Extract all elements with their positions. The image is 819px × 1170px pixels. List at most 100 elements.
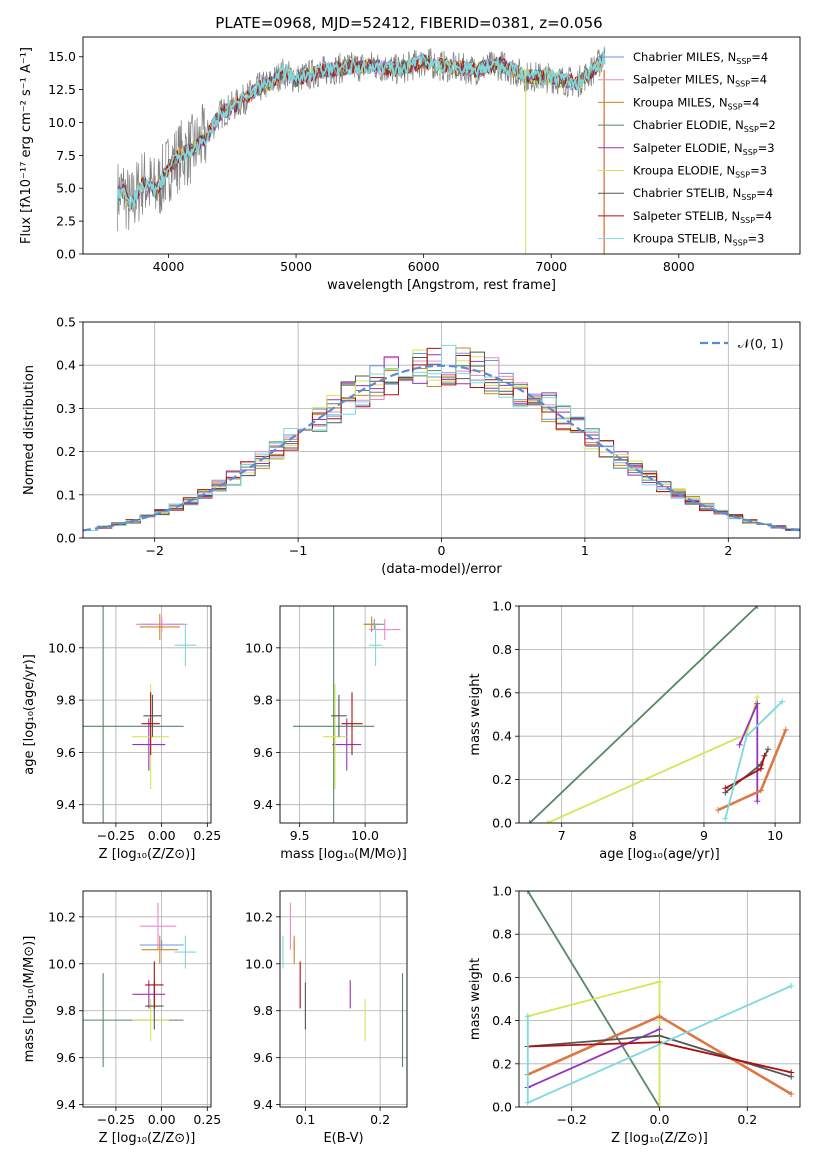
y-tick-label: 9.8 [253,1003,273,1018]
y-tick-label: 9.6 [253,1050,273,1065]
legend-subscript: SSP [736,57,751,66]
weight-marker [754,606,761,609]
x-tick-label: −2 [145,543,163,558]
x-tick-label: 5000 [280,259,312,274]
legend-value: =4 [750,73,767,87]
y-tick-label: 9.4 [56,797,76,812]
y-tick-label: 10.0 [245,640,273,655]
legend-subscript: SSP [740,216,755,225]
y-tick-label: 0.8 [492,927,512,942]
weight-marker [764,746,771,753]
errorbar-point [143,694,162,737]
y-tick-label: 10.0 [48,956,76,971]
model-spectrum-line [117,52,606,212]
y-tick-label: 1.0 [492,884,512,899]
legend-value: =3 [748,232,765,246]
y-tick-label: 9.8 [253,693,273,708]
plot-area [519,606,800,823]
weight-marker [757,765,764,772]
x-axis-label: Z [log₁₀(Z/Z⊙)] [99,1131,196,1146]
x-tick-label: −0.25 [97,828,135,843]
x-tick-label: 1 [581,543,589,558]
errorbar-point [132,999,169,1042]
y-tick-label: 2.5 [56,214,76,229]
x-tick-label: 0 [438,543,446,558]
errorbar-point [331,694,347,737]
legend-entry: Kroupa STELIB, NSSP=3 [633,232,764,248]
weight-marker [544,820,551,823]
y-tick-label: 9.4 [253,797,273,812]
y-tick-label: 0.6 [492,970,512,985]
plot-area [116,46,606,254]
plot-area [83,606,211,823]
axes-frame [82,890,212,1108]
axes-frame [518,605,801,824]
errorbar-point [145,961,164,1009]
plot-area [519,891,800,1107]
x-axis-label: age [log₁₀(age/yr)] [599,847,720,862]
x-tick-label: 10.0 [351,828,379,843]
x-axis-label: Z [log₁₀(Z/Z⊙)] [611,1131,708,1146]
plot-area [280,891,407,1107]
legend-entry: Chabrier STELIB, NSSP=4 [633,186,773,202]
weight-marker [788,983,795,990]
y-tick-label: 10.0 [48,640,76,655]
weight-marker [782,726,789,733]
weight-marker [722,815,729,822]
x-tick-label: 8000 [663,259,695,274]
y-tick-label: 0.0 [56,531,76,546]
y-tick-label: 9.8 [56,693,76,708]
y-tick-label: 10.0 [245,956,273,971]
legend-entry: Salpeter STELIB, NSSP=4 [633,209,772,225]
weight-marker [656,978,663,985]
weight-marker [736,741,743,748]
errorbar-point [369,624,383,667]
y-tick-label: 0.6 [492,685,512,700]
y-tick-label: 9.6 [56,1050,76,1065]
weight-marker [761,752,768,759]
x-tick-label: 0.00 [148,1112,176,1127]
y-axis-label: Flux [fλ10⁻¹⁷ erg cm⁻² s⁻¹ A⁻¹] [19,47,34,244]
y-tick-label: 10.2 [48,909,76,924]
errorbar-point [323,684,347,790]
panel-spectrum: 4000 5000 6000 7000 8000 0.0 2.5 5.0 7.5 10.0 12.5… [19,36,801,293]
plot-area [280,606,407,823]
y-axis-label: mass [log₁₀(M/M⊙)] [22,936,37,1063]
y-tick-label: 0.0 [56,247,76,262]
y-tick-label: 10.2 [245,909,273,924]
panel-weight_vs_age: 7 8 9 10 0.0 0.2 0.4 0.6 0.8 1.0 age [log₁₀(age/yr… [468,599,801,862]
y-tick-label: 0.2 [56,444,76,459]
y-tick-label: 0.4 [492,729,512,744]
x-tick-label: −0.2 [557,1112,587,1127]
legend-value: =3 [750,164,767,178]
legend-value: =2 [759,118,776,132]
y-tick-label: 0.0 [492,1100,512,1115]
axes-frame [82,605,212,824]
weight-marker [656,1026,663,1033]
model-spectrum-line [116,51,606,211]
y-tick-label: 0.3 [56,401,76,416]
y-tick-label: 1.0 [492,599,512,614]
y-tick-label: 0.4 [56,358,76,373]
panel-age_vs_Z: −0.25 0.00 0.25 9.4 9.6 9.8 10.0 Z [log₁₀(Z/Z⊙)… [22,605,221,862]
errorbar-point [293,606,375,823]
legend-subscript: SSP [735,80,750,89]
x-axis-label: wavelength [Angstrom, rest frame] [327,278,556,293]
x-tick-label: 4000 [153,259,185,274]
y-tick-label: 9.8 [56,1003,76,1018]
y-tick-label: 9.6 [253,745,273,760]
y-axis-label: age [log₁₀(age/yr)] [22,654,37,775]
weight-marker [754,700,761,707]
x-axis-label: mass [log₁₀(M/M⊙)] [280,847,407,862]
y-axis-label: mass weight [468,958,483,1040]
panel-mass_vs_ebv: 0.1 0.2 9.4 9.6 9.8 10.0 10.2 E(B-V) [245,890,408,1146]
gaussian-curve-line [83,364,800,532]
legend-subscript: SSP [733,239,748,248]
y-tick-label: 0.8 [492,642,512,657]
errorbar-point [141,935,179,964]
weight-series-line [547,696,759,823]
x-tick-label: 0.1 [295,1112,315,1127]
errorbar-point [139,613,180,640]
weight-marker [788,1069,795,1076]
